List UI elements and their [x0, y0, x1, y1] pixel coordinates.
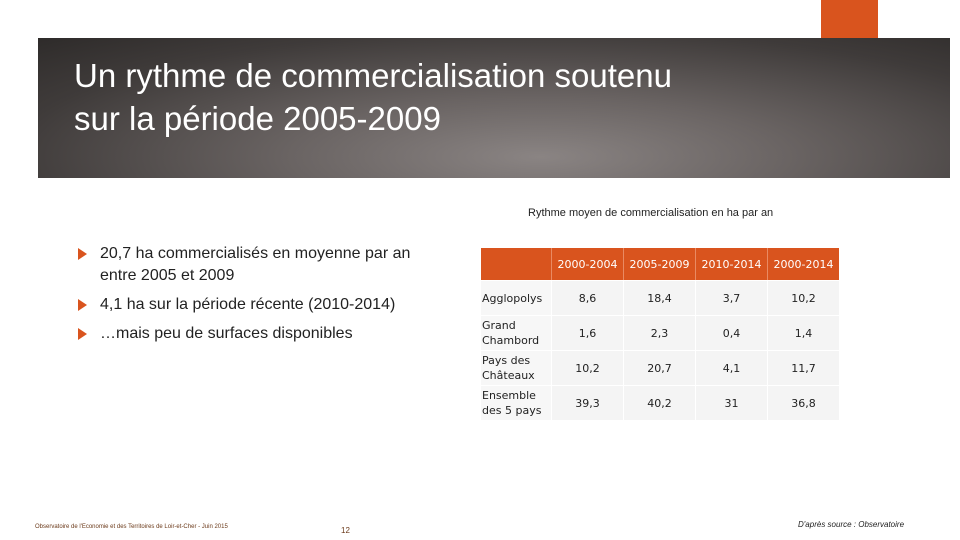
column-header: 2005-2009: [623, 248, 695, 280]
table-cell: 0,4: [695, 315, 767, 350]
bullet-text: 20,7 ha commercialisés en moyenne par an…: [100, 245, 411, 284]
arrow-bullet-icon: [78, 299, 87, 311]
bullet-item: …mais peu de surfaces disponibles: [78, 323, 438, 345]
table-row: Ensemble des 5 pays 39,3 40,2 31 36,8: [481, 385, 839, 420]
table-row: Agglopolys 8,6 18,4 3,7 10,2: [481, 280, 839, 315]
table-cell: 40,2: [623, 385, 695, 420]
table-cell: 11,7: [767, 350, 839, 385]
table-cell: 36,8: [767, 385, 839, 420]
bullet-text: …mais peu de surfaces disponibles: [100, 325, 353, 342]
table-cell: 39,3: [551, 385, 623, 420]
table-cell: 10,2: [767, 280, 839, 315]
arrow-bullet-icon: [78, 328, 87, 340]
table-row: Grand Chambord 1,6 2,3 0,4 1,4: [481, 315, 839, 350]
arrow-bullet-icon: [78, 248, 87, 260]
table-cell: 2,3: [623, 315, 695, 350]
bullet-list: 20,7 ha commercialisés en moyenne par an…: [78, 243, 438, 352]
table-cell: 1,4: [767, 315, 839, 350]
title-banner: Un rythme de commercialisation soutenu s…: [38, 38, 950, 178]
bullet-text: 4,1 ha sur la période récente (2010-2014…: [100, 296, 396, 313]
table-cell: 4,1: [695, 350, 767, 385]
table-row: Pays des Châteaux 10,2 20,7 4,1 11,7: [481, 350, 839, 385]
bullet-item: 20,7 ha commercialisés en moyenne par an…: [78, 243, 438, 287]
column-header: 2000-2004: [551, 248, 623, 280]
column-header: 2000-2014: [767, 248, 839, 280]
row-label: Pays des Châteaux: [481, 350, 551, 385]
table-cell: 1,6: [551, 315, 623, 350]
slide-title: Un rythme de commercialisation soutenu s…: [74, 57, 672, 137]
table-cell: 8,6: [551, 280, 623, 315]
table-cell: 10,2: [551, 350, 623, 385]
page-number: 12: [341, 526, 350, 535]
row-label: Grand Chambord: [481, 315, 551, 350]
table-header-row: 2000-2004 2005-2009 2010-2014 2000-2014: [481, 248, 839, 280]
column-header: 2010-2014: [695, 248, 767, 280]
bullet-item: 4,1 ha sur la période récente (2010-2014…: [78, 294, 438, 316]
table-cell: 31: [695, 385, 767, 420]
footer-organisation: Observatoire de l'Economie et des Territ…: [35, 524, 228, 530]
table-corner-cell: [481, 248, 551, 280]
table-cell: 18,4: [623, 280, 695, 315]
table-cell: 20,7: [623, 350, 695, 385]
row-label: Agglopolys: [481, 280, 551, 315]
row-label: Ensemble des 5 pays: [481, 385, 551, 420]
source-note: D'après source : Observatoire: [798, 520, 905, 529]
commercialisation-table: 2000-2004 2005-2009 2010-2014 2000-2014 …: [481, 248, 839, 420]
table-cell: 3,7: [695, 280, 767, 315]
table-caption: Rythme moyen de commercialisation en ha …: [528, 207, 774, 219]
